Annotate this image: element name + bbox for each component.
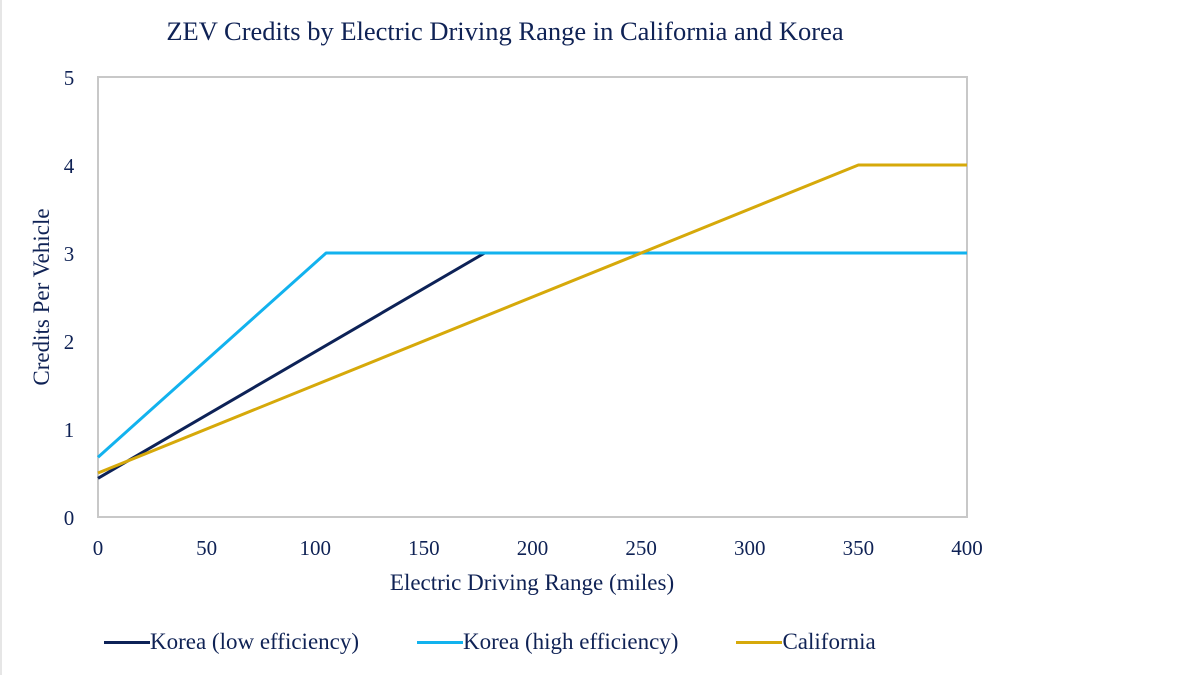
x-axis-label: Electric Driving Range (miles) [390, 570, 674, 595]
legend-label: Korea (low efficiency) [150, 629, 360, 654]
series-lines [96, 163, 967, 480]
series-line-korea-low [97, 251, 967, 480]
x-tick-label: 0 [93, 536, 104, 560]
series-line-california [97, 163, 967, 475]
y-tick-label: 4 [64, 154, 75, 178]
legend: Korea (low efficiency) Korea (high effic… [104, 629, 934, 655]
x-tick-label: 250 [625, 536, 657, 560]
plot-area [97, 76, 968, 518]
legend-item-korea-high[interactable]: Korea (high efficiency) [417, 629, 678, 655]
x-tick-label: 150 [408, 536, 440, 560]
x-tick-label: 100 [300, 536, 332, 560]
x-tick-labels: 0 50 100 150 200 250 300 350 400 [93, 536, 983, 560]
y-tick-label: 2 [64, 330, 75, 354]
legend-label: California [782, 629, 876, 654]
x-tick-label: 400 [951, 536, 983, 560]
x-tick-label: 50 [196, 536, 217, 560]
x-tick-label: 350 [843, 536, 875, 560]
legend-swatch-california [736, 640, 783, 644]
series-line-korea-high [96, 251, 967, 459]
legend-item-korea-low[interactable]: Korea (low efficiency) [104, 629, 359, 655]
legend-item-california[interactable]: California [736, 629, 876, 655]
x-tick-label: 200 [517, 536, 549, 560]
y-tick-label: 5 [64, 66, 75, 90]
y-tick-label: 1 [64, 418, 75, 442]
legend-swatch-korea-low [104, 640, 150, 644]
y-tick-label: 0 [64, 506, 75, 530]
legend-label: Korea (high efficiency) [463, 629, 679, 654]
chart-title: ZEV Credits by Electric Driving Range in… [166, 16, 844, 46]
y-tick-label: 3 [64, 242, 75, 266]
y-tick-labels: 0 1 2 3 4 5 [64, 66, 75, 530]
legend-swatch-korea-high [417, 640, 464, 644]
frame-edge [0, 0, 2, 675]
y-axis-label: Credits Per Vehicle [29, 208, 54, 385]
x-tick-label: 300 [734, 536, 766, 560]
